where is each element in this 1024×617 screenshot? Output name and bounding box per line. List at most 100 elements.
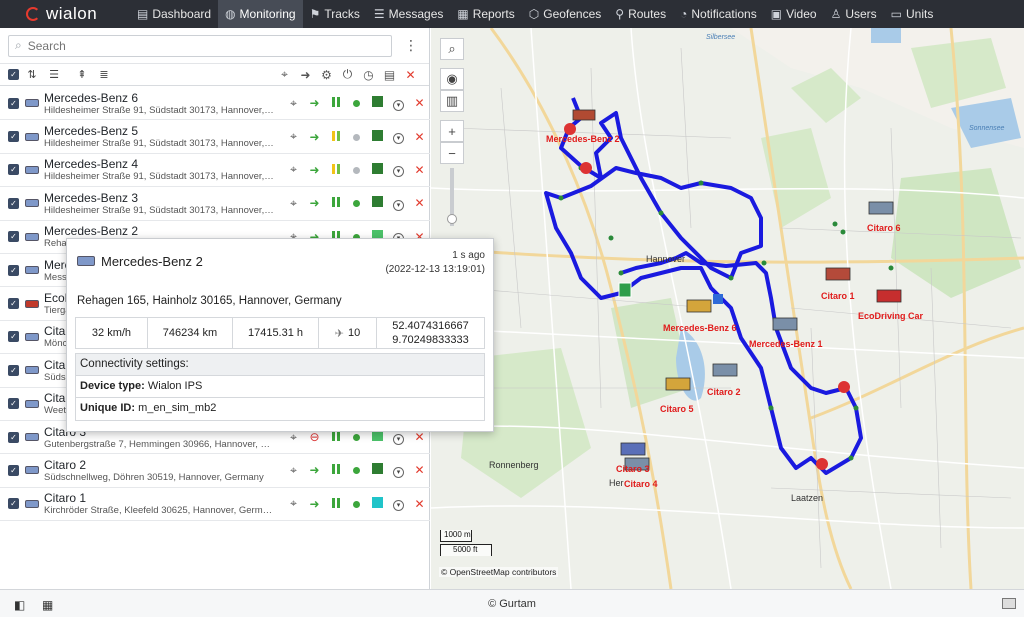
select-all-checkbox[interactable]: ✓ [8,69,19,80]
map-label-c4[interactable]: Citaro 4 [624,479,658,489]
ignition-col-icon[interactable]: ⏻ [342,67,353,81]
more-options-icon[interactable]: ⋮ [404,37,418,53]
sort-az-icon[interactable]: ⇅ [27,69,37,81]
remove-unit-icon[interactable]: ✕ [414,229,425,244]
map-label-mb1[interactable]: Mercedes-Benz 1 [749,339,823,349]
nav-notifications[interactable]: ◔ Notifications [673,0,764,28]
unit-row[interactable]: ✓ Citaro 2 Südschnellweg, Döhren 30519, Ha… [0,454,430,488]
remove-unit-icon[interactable]: ✕ [414,196,425,211]
remove-unit-icon[interactable]: ✕ [414,496,425,511]
group-icon[interactable]: ⇞ [77,69,87,81]
map-label-c6[interactable]: Citaro 6 [867,223,901,233]
delete-all-icon[interactable]: ✕ [405,67,416,82]
chevron-down-icon[interactable]: ▾ [388,196,409,211]
moving-icon[interactable]: ➜ [309,162,320,177]
map-label-c5[interactable]: Citaro 5 [660,404,694,414]
remove-unit-icon[interactable]: ✕ [414,162,425,177]
toggle-panel-icon[interactable]: ◧ [14,597,26,612]
locate-icon[interactable]: ⌖ [290,162,297,177]
list-view-icon[interactable]: ☰ [49,69,59,81]
locate-icon[interactable]: ⌖ [290,496,297,511]
chevron-down-icon[interactable]: ▾ [388,96,409,111]
chevron-down-icon[interactable]: ▾ [388,463,409,478]
unit-checkbox[interactable]: ✓ [8,398,19,410]
minimize-icon[interactable] [1002,598,1016,609]
map[interactable]: Mercedes-Benz 2 Mercedes-Benz 6 Mercedes… [431,28,1024,589]
zoom-in-button[interactable]: + [440,120,464,142]
chevron-down-icon[interactable]: ▾ [388,129,409,145]
zoom-out-button[interactable]: − [440,142,464,164]
nav-monitoring[interactable]: ◍ Monitoring [218,0,303,28]
unit-row[interactable]: ✓ Mercedes-Benz 4 Hildesheimer Straße 91, … [0,154,430,188]
connection-col-icon[interactable]: ⚙ [321,67,332,82]
commands-col-icon[interactable]: ▤ [383,67,396,82]
unit-name[interactable]: Citaro 2 [44,457,87,472]
nav-units[interactable]: ▭ Units [884,0,941,28]
unit-name[interactable]: Mercedes-Benz 2 [44,224,139,239]
nav-tracks[interactable]: ⚑ Tracks [303,0,367,28]
moving-icon[interactable]: ➜ [309,496,320,511]
unit-checkbox[interactable]: ✓ [8,231,19,243]
unit-checkbox[interactable]: ✓ [8,364,19,376]
stopped-icon[interactable]: ⊖ [309,430,320,445]
nav-reports[interactable]: ▦ Reports [450,0,521,28]
locate-icon[interactable]: ⌖ [290,95,297,110]
map-search-icon[interactable]: ⌕ [440,38,464,60]
unit-row[interactable]: ✓ Mercedes-Benz 6 Hildesheimer Straße 91, … [0,87,430,121]
grid-apps-icon[interactable]: ▦ [42,597,54,612]
zoom-slider-handle[interactable] [447,214,457,224]
show-all-icon[interactable]: ≣ [99,69,109,81]
nav-routes[interactable]: ⚲ Routes [608,0,673,28]
map-attribution[interactable]: © OpenStreetMap contributors [439,567,559,577]
unit-row[interactable]: ✓Citaro 3Gutenbergstraße 7, Hemmingen 30… [0,421,430,455]
nav-geofences[interactable]: ⬡ Geofences [522,0,609,28]
locate-icon[interactable]: ⌖ [290,429,297,444]
unit-checkbox[interactable]: ✓ [8,97,19,109]
map-label-mb2[interactable]: Mercedes-Benz 2 [546,134,620,144]
map-label-c3[interactable]: Citaro 3 [616,464,650,474]
nav-dashboard[interactable]: ▤ Dashboard [130,0,218,28]
map-label-c1[interactable]: Citaro 1 [821,291,855,301]
unit-checkbox[interactable]: ✓ [8,164,19,176]
unit-checkbox[interactable]: ✓ [8,264,19,276]
unit-row[interactable]: ✓ Mercedes-Benz 5 Hildesheimer Straße 91, … [0,120,430,154]
unit-checkbox[interactable]: ✓ [8,298,19,310]
nav-users[interactable]: ♙ Users [824,0,884,28]
remove-unit-icon[interactable]: ✕ [414,96,425,111]
unit-name[interactable]: Mercedes-Benz 3 [44,190,139,205]
unit-checkbox[interactable]: ✓ [8,464,19,476]
moving-icon[interactable]: ➜ [309,96,320,111]
locate-icon[interactable]: ⌖ [290,462,297,477]
unit-name[interactable]: Mercedes-Benz 6 [44,90,139,105]
unit-checkbox[interactable]: ✓ [8,131,19,143]
unit-row[interactable]: ✓ Citaro 1 Kirchröder Straße, Kleefeld 306… [0,488,430,522]
unit-name[interactable]: Mercedes-Benz 5 [44,124,139,139]
locate-icon[interactable]: ⌖ [290,129,297,144]
unit-checkbox[interactable]: ✓ [8,197,19,209]
moving-icon[interactable]: ➜ [309,463,320,478]
locate-icon[interactable]: ⌖ [290,229,297,244]
moving-icon[interactable]: ➜ [309,229,320,244]
movement-col-icon[interactable]: ➜ [300,67,311,82]
remove-unit-icon[interactable]: ✕ [414,129,425,144]
locate-icon[interactable]: ⌖ [290,195,297,210]
map-label-c2[interactable]: Citaro 2 [707,387,741,397]
moving-icon[interactable]: ➜ [309,129,320,144]
wialon-logo[interactable]: wialon [0,0,130,28]
search-input[interactable] [27,38,358,53]
locate-col-icon[interactable]: ⌖ [281,67,288,81]
nav-messages[interactable]: ☰ Messages [367,0,450,28]
chevron-down-icon[interactable]: ▾ [388,162,409,178]
map-layers-icon[interactable]: ▥ [440,90,464,112]
speed-col-icon[interactable]: ◷ [363,67,374,82]
chevron-down-icon[interactable]: ▾ [388,496,409,512]
unit-row[interactable]: ✓ Mercedes-Benz 3 Hildesheimer Straße 91, … [0,187,430,221]
unit-name[interactable]: Mercedes-Benz 4 [44,157,139,172]
remove-unit-icon[interactable]: ✕ [414,430,425,445]
unit-checkbox[interactable]: ✓ [8,331,19,343]
nav-video[interactable]: ▣ Video [764,0,824,28]
unit-checkbox[interactable]: ✓ [8,498,19,510]
chevron-down-icon[interactable]: ▾ [388,430,409,445]
moving-icon[interactable]: ➜ [309,196,320,211]
map-visibility-icon[interactable]: ◉ [440,68,464,90]
